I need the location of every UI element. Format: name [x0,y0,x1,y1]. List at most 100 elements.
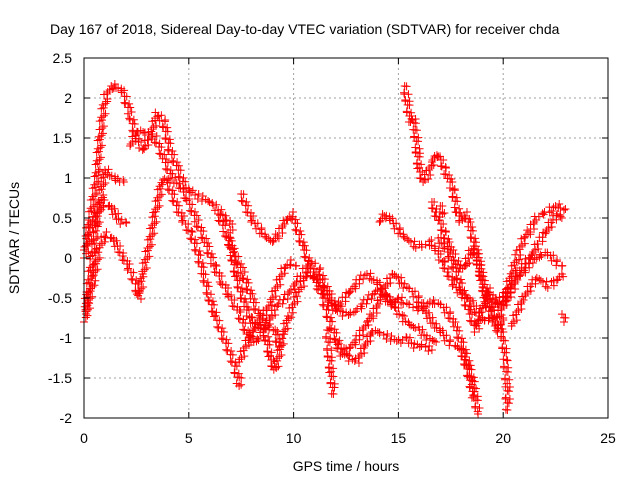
series-arc-7 [237,190,484,418]
data-point [223,290,232,299]
data-point [474,253,483,262]
data-point [365,310,374,319]
data-point [411,119,420,128]
data-point [282,316,291,325]
data-point [117,215,126,224]
data-point [430,337,439,345]
data-point [455,285,464,294]
data-point [163,185,172,194]
data-point [279,339,288,348]
data-point [474,410,483,418]
data-point [535,253,544,262]
data-point [226,251,235,260]
data-point [226,357,235,366]
data-point [234,314,243,323]
data-point [273,232,282,240]
data-point [100,232,109,241]
data-point [207,307,216,316]
data-point [83,311,92,320]
data-point [521,290,530,298]
data-point [136,274,145,283]
data-point [248,289,257,298]
data-point [470,328,479,336]
data-point [145,232,154,241]
data-point [114,214,123,223]
series-arc-11 [331,269,479,402]
data-point [420,330,429,339]
data-point [529,248,538,256]
data-point [281,263,290,272]
data-point [123,109,132,118]
data-point [371,326,380,335]
data-point [289,208,298,216]
data-point [228,226,237,234]
data-point [174,161,183,170]
data-point [192,239,201,248]
data-point [99,129,108,138]
data-point [228,350,237,359]
data-point [235,382,244,390]
x-tick-label: 15 [391,430,407,446]
data-point [272,354,281,363]
data-point [94,132,103,141]
data-point [181,194,190,203]
data-point [530,218,539,226]
data-point [300,252,309,261]
data-point [100,196,109,204]
data-point [244,278,253,287]
data-point [366,269,375,278]
data-point [94,248,103,257]
data-point [363,316,372,325]
data-point [448,282,457,290]
data-point [232,260,241,269]
series-arc-16 [488,200,570,308]
data-point [168,156,177,165]
data-point [101,179,110,187]
data-point [499,314,508,322]
data-point [278,334,287,343]
data-point [442,331,451,340]
data-point [553,275,562,284]
data-point [503,368,512,376]
data-point [211,260,220,269]
data-point [215,316,224,325]
data-point [539,210,548,219]
data-point [178,218,187,226]
data-point [235,306,244,314]
data-point [242,298,251,306]
data-point [503,356,512,365]
data-point [402,299,411,308]
data-point [437,226,446,235]
data-point [86,204,95,213]
data-point [98,100,107,109]
data-point [148,130,157,138]
data-point [263,321,272,330]
data-point [350,282,359,291]
data-point [84,247,93,256]
series-arc-14 [427,198,508,336]
data-point [390,224,399,233]
data-point [279,295,288,304]
data-point [86,280,95,288]
data-point [526,282,535,291]
data-point [367,295,376,303]
data-point [477,275,486,284]
data-point [397,293,406,302]
data-point [300,241,309,250]
data-point [161,164,170,173]
data-point [253,219,262,228]
data-point [90,180,99,189]
data-point [235,355,244,364]
data-point [230,252,239,261]
data-point [119,178,128,186]
data-point [163,127,172,136]
data-point [519,296,528,304]
data-point [402,333,411,341]
data-point [104,165,113,174]
data-point [330,300,339,309]
data-point [279,327,288,336]
data-point [91,168,100,177]
data-point [362,299,371,308]
data-point [232,271,241,280]
data-point [434,299,443,308]
